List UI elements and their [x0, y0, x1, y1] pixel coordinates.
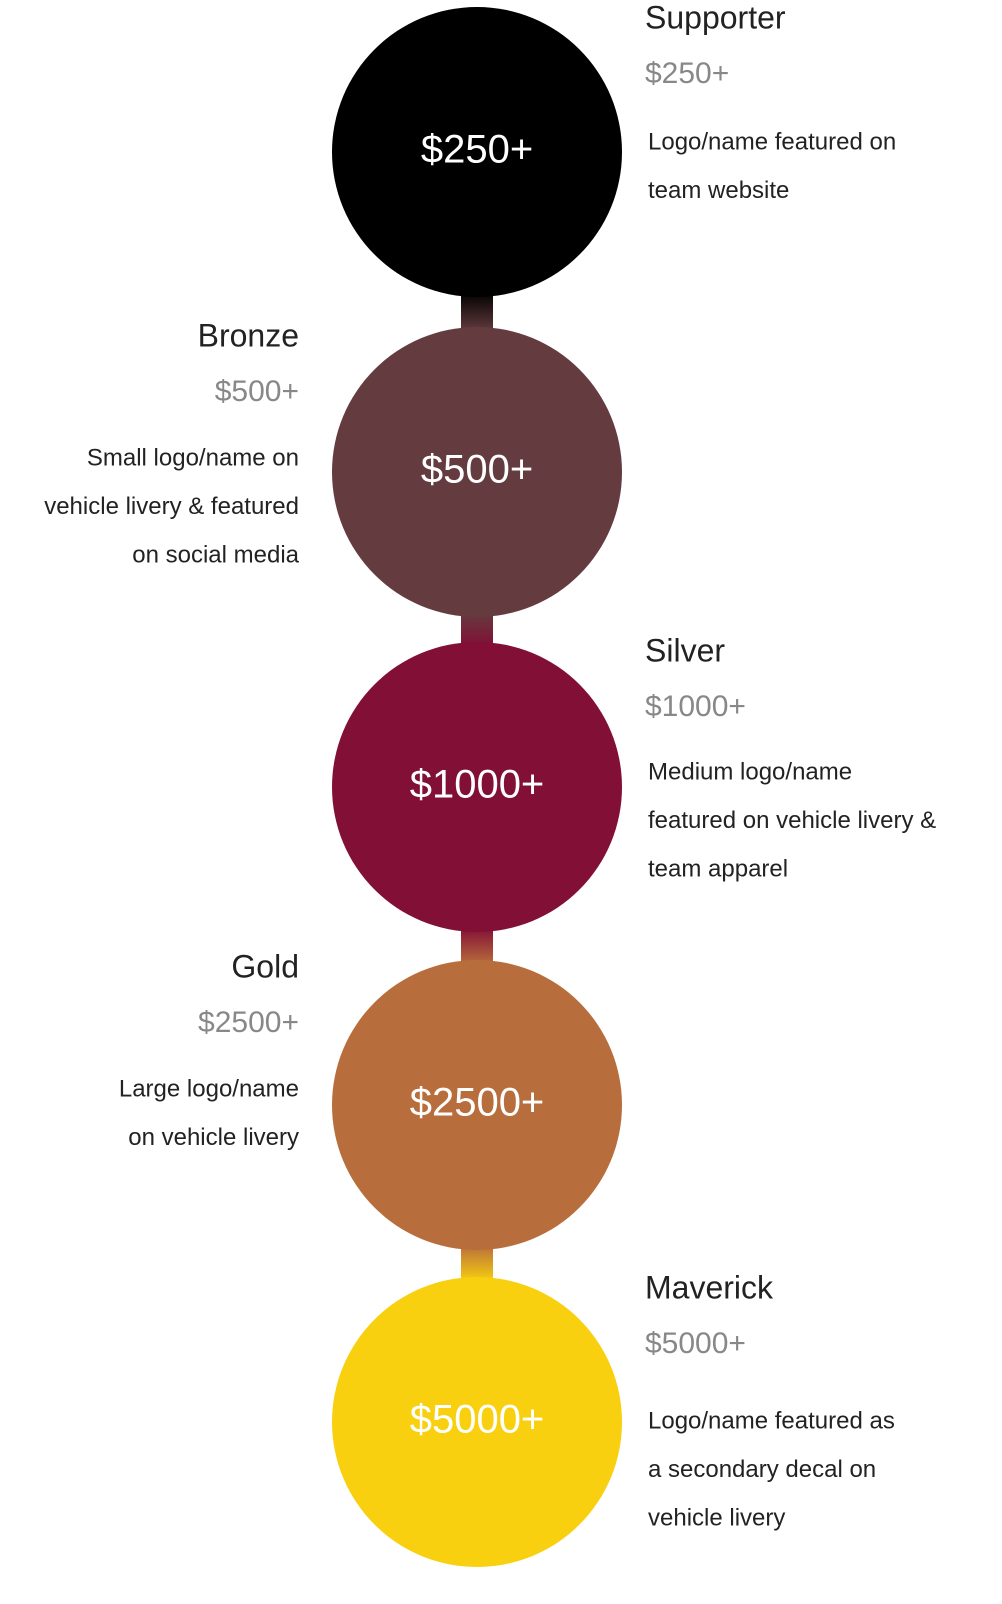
tier-price: $500+: [215, 375, 299, 408]
tier-badge: $500+: [421, 448, 533, 492]
connector: [461, 927, 493, 965]
tier-name: Maverick: [645, 1269, 774, 1305]
tier-circle: [332, 960, 622, 1250]
tier-description: Logo/name featured as: [648, 1407, 895, 1434]
tier-description: team apparel: [648, 855, 788, 882]
tier-name: Gold: [231, 948, 299, 984]
tier-description: Medium logo/name: [648, 758, 852, 785]
tier-price: $5000+: [645, 1327, 746, 1360]
connector: [461, 612, 493, 647]
tier-circle: [332, 642, 622, 932]
connector: [461, 1245, 493, 1282]
tier-badge: $250+: [421, 128, 533, 172]
tier-description: Large logo/name: [119, 1075, 299, 1102]
tier-badge: $1000+: [410, 763, 545, 807]
tier-description: featured on vehicle livery &: [648, 807, 936, 834]
tier-name: Bronze: [198, 317, 299, 353]
tier-circle: [332, 327, 622, 617]
tier-description: Logo/name featured on: [648, 128, 896, 155]
tier-price: $250+: [645, 57, 729, 90]
tier-description: vehicle livery & featured: [44, 493, 299, 520]
tier-name: Supporter: [645, 0, 786, 35]
connector: [461, 292, 493, 332]
tier-name: Silver: [645, 632, 725, 668]
tier-circle: [332, 7, 622, 297]
tier-price: $2500+: [198, 1006, 299, 1039]
tier-description: Small logo/name on: [87, 444, 299, 471]
tier-description: on social media: [132, 541, 299, 568]
tier-badge: $5000+: [410, 1398, 545, 1442]
tier-description: a secondary decal on: [648, 1456, 876, 1483]
tier-description: team website: [648, 177, 789, 204]
tier-description: vehicle livery: [648, 1504, 785, 1531]
tier-badge: $2500+: [410, 1081, 545, 1125]
tier-circle: [332, 1277, 622, 1567]
tier-price: $1000+: [645, 690, 746, 723]
tier-description: on vehicle livery: [128, 1124, 299, 1151]
